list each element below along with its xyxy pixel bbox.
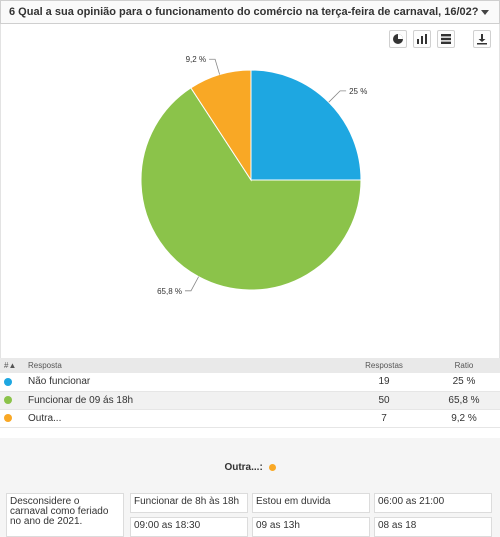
row-color-cell [0, 373, 24, 391]
series-dot [4, 395, 12, 404]
question-title: 6 Qual a sua opinião para o funcionament… [9, 6, 479, 18]
col-responses-header[interactable]: Respostas [365, 361, 403, 370]
row-label: Funcionar de 09 ás 18h [28, 394, 134, 406]
table-row: Funcionar de 09 ás 18h 50 65,8 % [0, 391, 500, 409]
pie-chart-icon [393, 34, 403, 44]
col-ratio-header[interactable]: Ratio [454, 361, 474, 370]
series-dot [4, 413, 12, 422]
other-answer: 09:00 as 18:30 [130, 517, 248, 537]
pie-label-connector [184, 276, 199, 292]
pie-label-connector [328, 90, 347, 103]
row-color-cell [0, 391, 24, 409]
other-answer: Desconsidere o carnaval como feriado no … [6, 493, 124, 537]
responses-table: #▲ Resposta Respostas Ratio Não funciona… [0, 358, 500, 428]
pie-chart-button[interactable] [389, 30, 407, 48]
pie-data-label: 25 % [349, 87, 367, 96]
other-answer: 08 as 18 [374, 517, 492, 537]
other-answers-section: Outra...: Desconsidere o carnaval como f… [0, 438, 500, 537]
pie-slice[interactable] [250, 69, 362, 181]
bar-chart-button[interactable] [413, 30, 431, 48]
table-row: Não funcionar 19 25 % [0, 373, 500, 391]
row-color-cell [0, 409, 24, 427]
other-answer: Funcionar de 8h às 18h [130, 493, 248, 513]
other-answer: Estou em duvida [252, 493, 370, 513]
table-icon [441, 34, 451, 44]
other-title-text: Outra...: [224, 462, 263, 473]
row-ratio: 65,8 % [448, 394, 480, 406]
row-label: Outra... [28, 412, 62, 424]
row-responses: 7 [381, 412, 387, 424]
other-answers-grid: Desconsidere o carnaval como feriado no … [6, 493, 494, 537]
table-view-button[interactable] [437, 30, 455, 48]
row-label: Não funcionar [28, 376, 91, 388]
row-responses: 50 [378, 394, 390, 406]
other-answers-title: Outra...: [0, 462, 500, 473]
row-responses: 19 [378, 376, 390, 388]
other-answer: 06:00 as 21:00 [374, 493, 492, 513]
other-series-dot [268, 463, 276, 471]
other-answer: 09 as 13h [252, 517, 370, 537]
table-header-row: #▲ Resposta Respostas Ratio [0, 358, 500, 373]
col-answer-header[interactable]: Resposta [28, 361, 62, 370]
pie-slice[interactable] [140, 87, 362, 291]
bar-chart-icon [417, 34, 427, 44]
pie-chart: 25 % 65,8 % 9,2 % [140, 55, 367, 296]
chart-area: 25 % 65,8 % 9,2 % [0, 24, 500, 358]
row-ratio: 9,2 % [451, 412, 477, 424]
table-row: Outra... 7 9,2 % [0, 409, 500, 427]
download-icon [477, 34, 487, 45]
chevron-down-icon[interactable] [481, 9, 489, 15]
question-header[interactable]: 6 Qual a sua opinião para o funcionament… [0, 0, 500, 24]
series-dot [4, 377, 12, 386]
col-index-header[interactable]: #▲ [4, 361, 17, 370]
chart-toolbar [389, 30, 491, 48]
pie-label-connector [209, 58, 221, 75]
pie-slice[interactable] [190, 69, 252, 182]
download-button[interactable] [473, 30, 491, 48]
row-ratio: 25 % [452, 376, 476, 388]
pie-data-label: 9,2 % [186, 55, 206, 64]
pie-data-label: 65,8 % [157, 287, 182, 296]
